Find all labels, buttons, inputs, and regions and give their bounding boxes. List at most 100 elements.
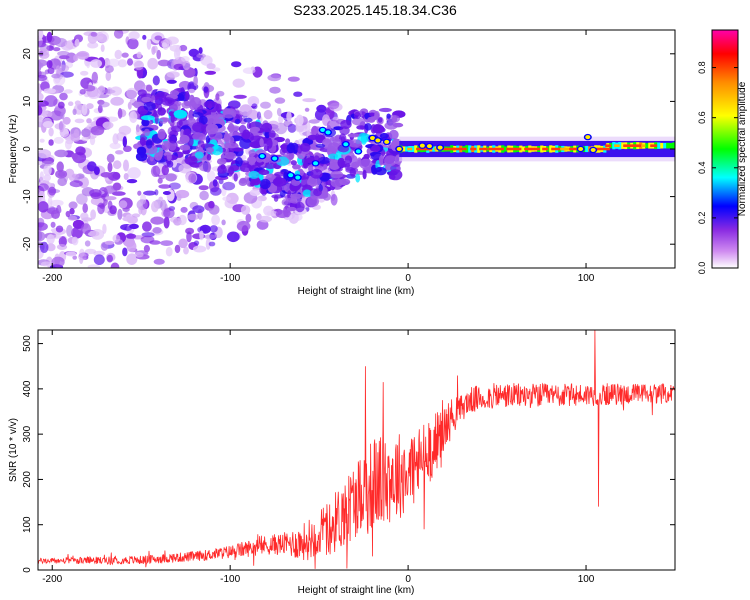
spectrogram-speckle bbox=[203, 86, 209, 93]
spectrogram-speckle bbox=[186, 231, 192, 243]
spectrogram-xtick-label: 0 bbox=[405, 273, 411, 284]
knot-inner bbox=[419, 143, 425, 148]
spectrogram-ytick-label: -20 bbox=[22, 237, 33, 252]
spectrogram-speckle bbox=[43, 174, 51, 182]
spectrogram-speckle bbox=[175, 189, 190, 199]
spectrogram-speckle bbox=[42, 121, 54, 128]
spectrogram-ytick-label: 20 bbox=[22, 48, 33, 60]
colorbar-tick-label: 0.2 bbox=[697, 212, 707, 225]
knot-inner bbox=[259, 154, 265, 159]
spectrogram-speckle bbox=[55, 65, 61, 77]
spectrogram-speckle bbox=[316, 104, 327, 113]
spectrogram-speckle bbox=[80, 223, 91, 235]
spectrogram-speckle bbox=[60, 111, 65, 120]
carrier-segment bbox=[585, 145, 589, 153]
spectrogram-speckle bbox=[105, 196, 117, 201]
spectrogram-speckle bbox=[158, 196, 163, 201]
spectrogram-speckle bbox=[72, 255, 77, 260]
spectrogram-speckle bbox=[152, 227, 162, 234]
spectrogram-ridge-blob bbox=[309, 143, 318, 150]
spectrogram-speckle bbox=[196, 53, 206, 59]
spectrogram-speckle bbox=[154, 189, 159, 196]
spectrogram-ridge-blob bbox=[356, 125, 366, 130]
spectrogram-speckle bbox=[87, 41, 99, 49]
spectrogram-ridge-blob bbox=[166, 152, 172, 162]
spectrogram-ridge-blob bbox=[248, 149, 256, 157]
spectrogram-ridge-blob bbox=[294, 170, 301, 176]
knot-inner bbox=[295, 175, 301, 180]
spectrogram-ridge-blob bbox=[281, 199, 289, 206]
spectrogram-speckle bbox=[302, 98, 317, 103]
spectrogram-speckle bbox=[160, 199, 167, 212]
spectrogram-ylabel: Frequency (Hz) bbox=[8, 115, 19, 184]
spectrogram-ridge-blob bbox=[310, 168, 323, 179]
spectrogram-speckle bbox=[57, 177, 67, 187]
spectrogram-ridge-blob bbox=[264, 132, 270, 139]
spectrogram-ridge-blob bbox=[301, 157, 307, 165]
spectrogram-ridge-blob bbox=[353, 111, 361, 120]
knot-inner bbox=[355, 149, 361, 154]
spectrogram-ridge-blob bbox=[141, 96, 152, 103]
spectrogram-ridge-blob bbox=[339, 178, 351, 186]
spectrogram-speckle bbox=[178, 163, 192, 174]
spectrogram-speckle bbox=[226, 231, 240, 243]
snr-ytick-label: 500 bbox=[22, 335, 33, 352]
spectrogram-speckle bbox=[38, 231, 46, 242]
spectrogram-speckle bbox=[38, 222, 48, 231]
spectrogram-speckle bbox=[137, 190, 142, 196]
spectrogram-speckle bbox=[115, 150, 124, 155]
carrier-core bbox=[542, 147, 549, 151]
spectrogram-speckle bbox=[123, 173, 129, 180]
spectrogram-speckle bbox=[113, 30, 124, 39]
spectrogram-ridge-blob bbox=[188, 109, 195, 121]
spectrogram-ridge-blob bbox=[181, 101, 192, 109]
carrier-segment bbox=[660, 142, 664, 149]
spectrogram-speckle bbox=[128, 31, 140, 40]
spectrogram-speckle bbox=[64, 138, 72, 150]
spectrogram-ridge-blob bbox=[378, 155, 384, 166]
spectrogram-speckle bbox=[131, 213, 141, 218]
spectrogram-speckle bbox=[50, 199, 64, 207]
spectrogram-speckle bbox=[112, 234, 121, 243]
spectrogram-ridge-blob bbox=[250, 177, 261, 186]
spectrogram-speckle bbox=[122, 216, 135, 222]
knot-inner bbox=[320, 127, 326, 132]
spectrogram-speckle bbox=[46, 31, 53, 43]
spectrogram-speckle bbox=[188, 48, 199, 58]
spectrogram-speckle bbox=[40, 261, 53, 267]
spectrogram-ridge-blob bbox=[157, 103, 163, 112]
spectrogram-speckle bbox=[304, 107, 310, 112]
snr-xlabel: Height of straight line (km) bbox=[298, 585, 415, 596]
spectrogram-ridge-blob bbox=[192, 112, 204, 118]
spectrogram-speckle bbox=[38, 40, 47, 48]
spectrogram-ridge-blob bbox=[198, 162, 211, 172]
spectrogram-ridge-blob bbox=[205, 123, 219, 135]
snr-axes: -200 -100 0 100 0 100 200 300 400 500 bbox=[22, 330, 675, 585]
knot-inner bbox=[370, 136, 376, 141]
spectrogram-speckle bbox=[107, 162, 113, 173]
spectrogram-speckle bbox=[134, 60, 144, 71]
spectrogram-ridge-blob bbox=[239, 177, 247, 184]
snr-ytick-label: 100 bbox=[22, 516, 33, 533]
spectrogram-ridge-blob bbox=[215, 103, 222, 113]
spectrogram-speckle bbox=[180, 206, 188, 213]
spectrogram-speckle bbox=[327, 100, 340, 110]
spectrogram-speckle bbox=[110, 262, 120, 268]
spectrogram-speckle bbox=[287, 123, 297, 133]
spectrogram-speckle bbox=[240, 205, 251, 215]
spectrogram-speckle bbox=[80, 70, 89, 76]
knot-inner bbox=[313, 161, 319, 166]
spectrogram-speckle bbox=[146, 38, 152, 50]
spectrogram-speckle bbox=[178, 214, 187, 226]
spectrogram-ridge-blob bbox=[229, 164, 240, 172]
spectrogram-speckle bbox=[74, 38, 80, 47]
spectrogram-ridge-blob bbox=[242, 129, 251, 140]
spectrogram-ridge-blob bbox=[268, 130, 276, 138]
spectrogram-speckle bbox=[165, 173, 177, 182]
spectrogram-speckle bbox=[278, 114, 284, 124]
spectrogram-ridge-blob bbox=[178, 120, 183, 126]
spectrogram-speckle bbox=[127, 101, 132, 110]
spectrogram-speckle bbox=[63, 133, 75, 141]
spectrogram-speckle bbox=[100, 172, 112, 178]
spectrogram-ridge-blob bbox=[250, 126, 261, 133]
